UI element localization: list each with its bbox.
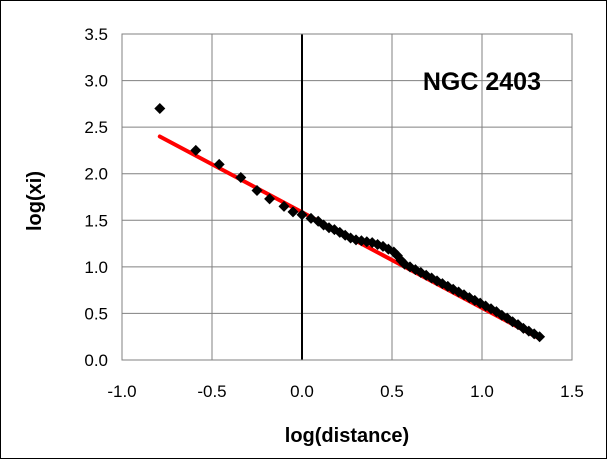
y-tick-label: 3.5 [84,25,108,44]
y-tick-label: 0.5 [84,304,108,323]
y-tick-label: 0.0 [84,351,108,370]
y-tick-label: 2.0 [84,165,108,184]
data-point [213,158,225,170]
data-point [251,184,263,196]
x-tick-label: 1.0 [470,382,494,401]
y-tick-label: 2.5 [84,118,108,137]
data-point [287,206,299,218]
data-point [235,171,247,183]
plot-area-border [121,33,573,361]
chart-annotation: NGC 2403 [423,68,541,96]
x-tick-label: -1.0 [107,382,136,401]
data-point [190,144,202,156]
data-point [264,193,276,205]
data-point [534,331,546,343]
data-point [154,103,166,115]
data-point [278,200,290,212]
data-point [296,209,308,221]
y-tick-label: 1.0 [84,258,108,277]
x-tick-label: 0.0 [290,382,314,401]
y-tick-label: 1.5 [84,211,108,230]
x-tick-label: 1.5 [560,382,584,401]
y-tick-label: 3.0 [84,72,108,91]
tick-labels: -1.0 -0.5 0.0 0.5 1.0 1.5 0.0 0.5 1.0 1.5 2.0 2.5 3.… [84,25,583,401]
y-axis-title: log(xi) [24,171,46,231]
axes [121,33,573,361]
data-point [395,254,407,266]
x-axis-title: log(distance) [285,425,409,447]
data-points [154,103,546,343]
x-tick-label: -0.5 [197,382,226,401]
x-tick-label: 0.5 [380,382,404,401]
